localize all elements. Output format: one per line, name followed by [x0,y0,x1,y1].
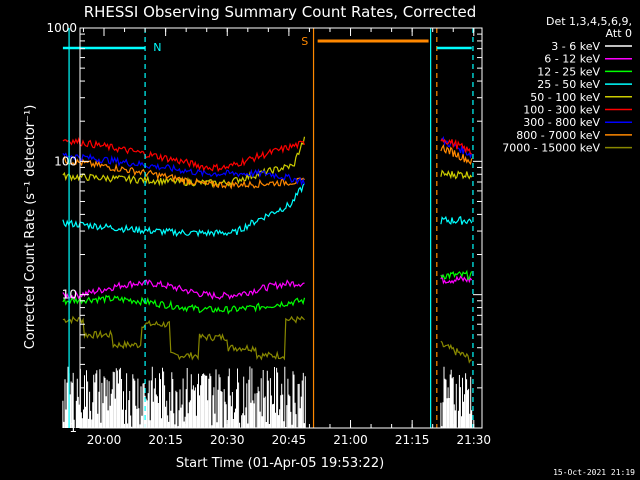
x-tick-label-3: 20:45 [272,433,307,447]
legend-label-4: 50 - 100 keV [530,91,600,104]
x-tick-label-4: 21:00 [333,433,368,447]
legend-header-1: Att 0 [606,27,632,40]
saa-flag-label: S [301,35,308,48]
legend-label-0: 3 - 6 keV [551,40,600,53]
series-line-4 [62,183,305,238]
timestamp: 15-Oct-2021 21:19 [553,468,635,477]
night-flag-label: N [153,41,161,54]
x-tick-label-1: 20:15 [148,433,183,447]
series-line-9 [62,315,305,361]
series-line-6-b [440,137,472,155]
chart-title: RHESSI Observing Summary Count Rates, Co… [84,3,477,21]
legend-label-2: 12 - 25 keV [537,65,600,78]
legend-label-5: 100 - 300 keV [523,104,600,117]
y-tick-label-0: 1 [69,421,77,435]
series-line-2-b [440,273,473,285]
series-line-3-b [440,269,473,281]
series-line-7 [62,152,306,187]
legend-label-3: 25 - 50 keV [537,78,600,91]
legend-label-1: 6 - 12 keV [544,53,600,66]
x-tick-label-0: 20:00 [87,433,122,447]
legend-label-7: 800 - 7000 keV [516,129,600,142]
series-line-9-b [440,340,472,364]
x-tick-label-5: 21:15 [395,433,430,447]
series-line-4-b [440,215,473,225]
axes: 20:00 20:15 20:30 20:45 21:00 21:15 21:30 1 10 10… [46,21,491,447]
series-line-1-spikes [62,366,473,428]
series-line-2 [62,279,305,301]
legend-label-6: 300 - 800 keV [523,116,600,129]
plot-frame [79,27,483,429]
x-axis-label: Start Time (01-Apr-05 19:53:22) [176,456,384,471]
series-line-8-b [440,144,473,165]
legend-header-0: Det 1,3,4,5,6,9, [546,15,632,28]
x-tick-label-2: 20:30 [210,433,245,447]
y-tick-label-1: 10 [62,288,77,302]
series-line-5-b [440,169,473,180]
y-axis-label: Corrected Count Rate (s⁻¹ detector⁻¹) [23,105,38,350]
series-line-5 [62,136,306,188]
series-line-6 [62,136,306,173]
x-tick-label-6: 21:30 [456,433,491,447]
series-line-3 [62,294,306,315]
y-tick-label-3: 1000 [46,21,77,35]
y-tick-label-2: 100 [54,154,77,168]
legend-label-8: 7000 - 15000 keV [502,142,600,155]
series-line-8 [62,155,305,190]
